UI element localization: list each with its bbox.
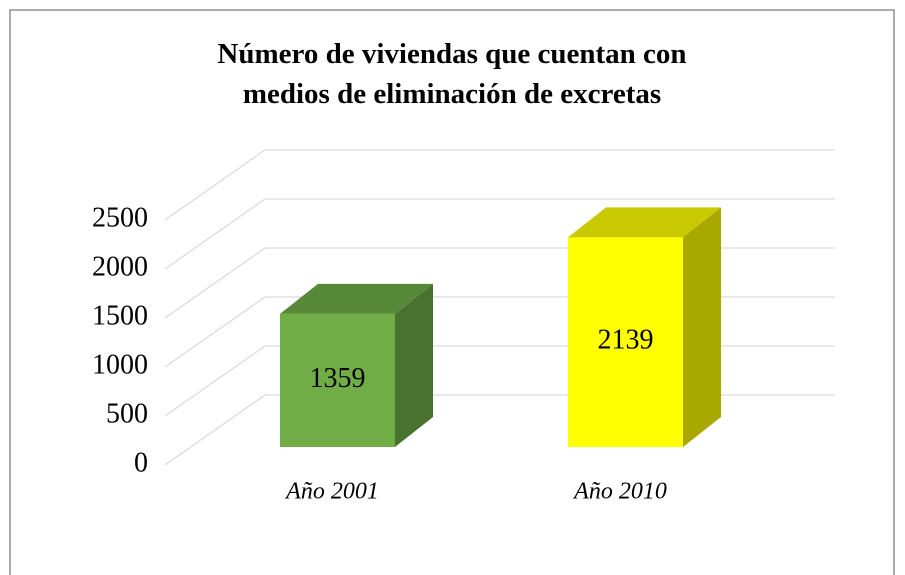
y-tick-label: 1500 bbox=[92, 300, 148, 331]
grid-line bbox=[164, 296, 266, 368]
bar bbox=[280, 313, 395, 447]
y-tick-label: 2000 bbox=[92, 251, 148, 282]
frame bbox=[9, 9, 895, 575]
y-tick-label: 1000 bbox=[92, 349, 148, 380]
y-tick-label: 0 bbox=[134, 447, 148, 478]
grid-line bbox=[164, 198, 266, 270]
bar-top bbox=[568, 207, 721, 238]
bar-side bbox=[683, 207, 721, 447]
grid-line bbox=[164, 149, 266, 221]
data-label: 2139 bbox=[598, 325, 654, 356]
bar bbox=[568, 237, 683, 447]
grid-line bbox=[164, 394, 266, 466]
bar-side bbox=[395, 283, 433, 447]
y-tick-label: 500 bbox=[106, 398, 148, 429]
x-tick-label: Año 2001 bbox=[284, 479, 379, 505]
x-tick-label: Año 2010 bbox=[572, 479, 667, 505]
y-tick-label: 2500 bbox=[92, 202, 148, 233]
grid-line bbox=[164, 247, 266, 319]
chart-title: Número de viviendas que cuentan con medi… bbox=[217, 38, 687, 110]
data-label: 1359 bbox=[310, 363, 366, 394]
grid-line bbox=[164, 345, 266, 417]
bar-top bbox=[280, 283, 433, 314]
